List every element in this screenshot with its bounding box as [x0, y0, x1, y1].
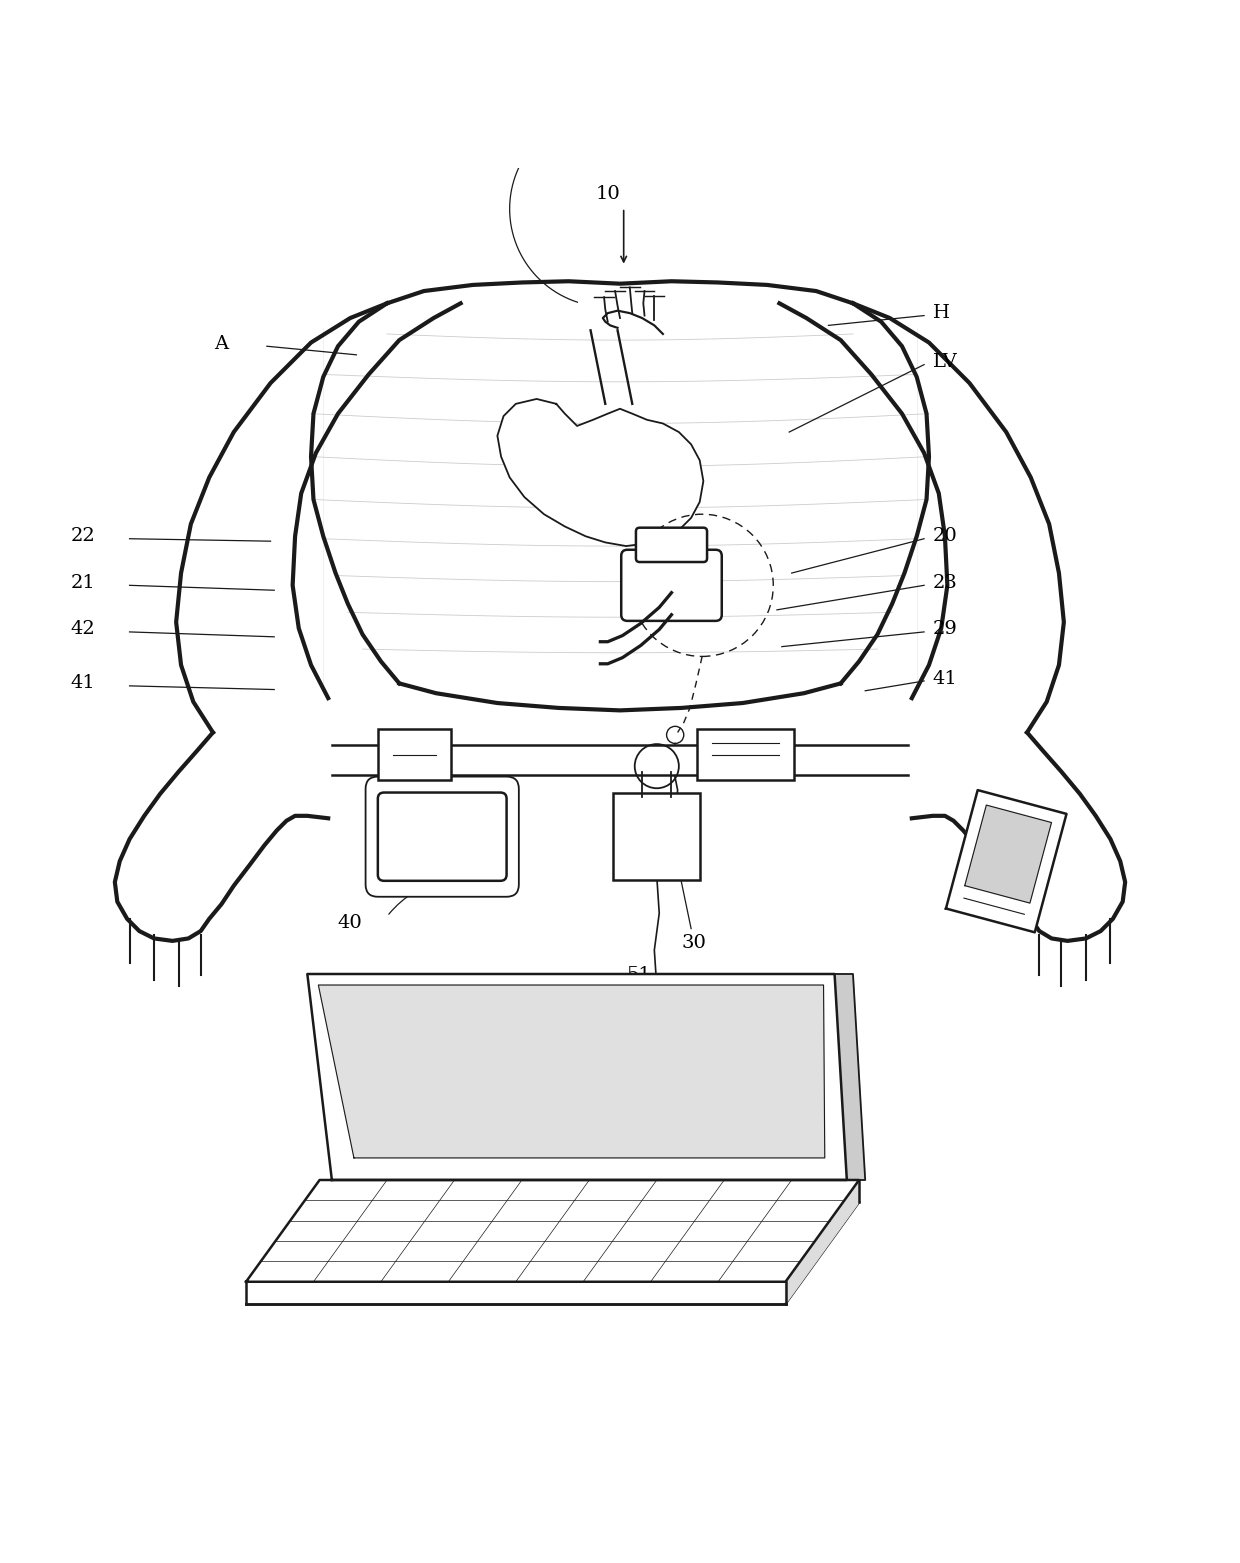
Text: 40: 40 — [337, 913, 362, 932]
Text: 10: 10 — [595, 184, 620, 203]
Text: 41: 41 — [932, 669, 957, 688]
Text: 20: 20 — [932, 527, 957, 545]
Polygon shape — [246, 1180, 859, 1282]
FancyBboxPatch shape — [697, 728, 794, 780]
Text: 23: 23 — [932, 574, 957, 592]
Text: 29: 29 — [932, 621, 957, 638]
FancyBboxPatch shape — [621, 550, 722, 621]
Text: 50: 50 — [791, 1143, 816, 1161]
Text: 60: 60 — [1006, 861, 1030, 878]
Polygon shape — [785, 1180, 859, 1304]
Text: 61: 61 — [1006, 902, 1030, 921]
Polygon shape — [946, 789, 1066, 932]
Text: 51: 51 — [626, 966, 651, 985]
Text: LV: LV — [932, 353, 957, 370]
Polygon shape — [497, 399, 703, 545]
Text: 22: 22 — [71, 527, 95, 545]
Text: 41: 41 — [71, 674, 95, 692]
Polygon shape — [965, 805, 1052, 903]
FancyBboxPatch shape — [614, 792, 701, 880]
Text: 21: 21 — [71, 574, 95, 592]
Text: A: A — [215, 334, 228, 353]
FancyBboxPatch shape — [378, 792, 507, 882]
FancyBboxPatch shape — [636, 528, 707, 563]
Polygon shape — [308, 974, 847, 1180]
Text: H: H — [932, 305, 950, 322]
Text: 30: 30 — [681, 933, 706, 952]
FancyBboxPatch shape — [366, 777, 518, 897]
FancyBboxPatch shape — [378, 728, 451, 780]
Text: 42: 42 — [71, 621, 95, 638]
Polygon shape — [835, 974, 866, 1180]
Polygon shape — [319, 985, 825, 1158]
